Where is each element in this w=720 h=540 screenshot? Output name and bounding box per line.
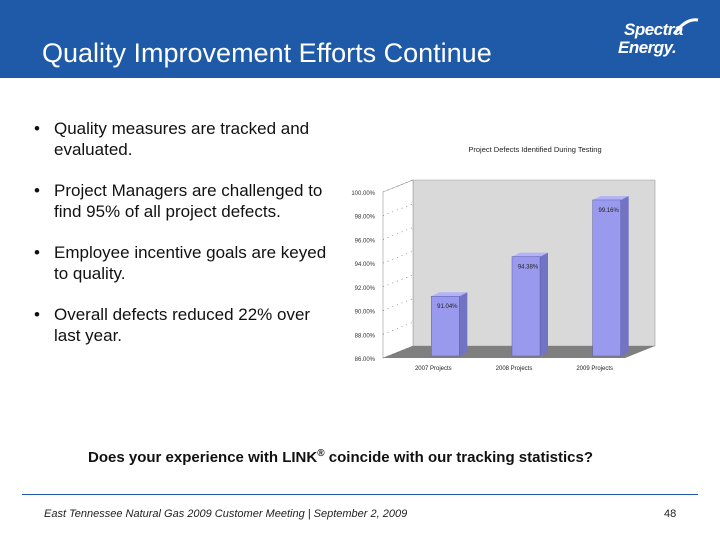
bullet-item: • Project Managers are challenged to find…: [34, 180, 334, 222]
bar-value-label: 91.04%: [437, 304, 458, 310]
x-category-label: 2007 Projects: [415, 366, 452, 372]
logo-text-line1: Spectra: [624, 20, 683, 39]
chart-title: Project Defects Identified During Testin…: [468, 145, 601, 154]
y-tick-label: 100.00%: [351, 191, 375, 197]
y-gridline: [382, 179, 414, 193]
y-gridline: [382, 250, 414, 264]
bullet-item: • Employee incentive goals are keyed to q…: [34, 242, 334, 284]
bullet-text: Project Managers are challenged to find …: [54, 181, 323, 221]
bullet-item: • Quality measures are tracked and evalua…: [34, 118, 334, 160]
y-tick-label: 92.00%: [355, 286, 376, 292]
defects-chart: Project Defects Identified During Testin…: [325, 140, 665, 380]
bar-value-label: 94.38%: [518, 265, 539, 271]
bullet-item: • Overall defects reduced 22% over last y…: [34, 304, 334, 346]
question-text-end: coincide with our tracking statistics?: [324, 449, 593, 466]
bar: [431, 295, 460, 357]
bar: [592, 199, 621, 357]
bullet-text: Employee incentive goals are keyed to qu…: [54, 243, 327, 283]
bar-top: [592, 195, 629, 200]
bullet-icon: •: [34, 305, 40, 324]
y-tick-label: 88.00%: [355, 333, 376, 339]
x-category-label: 2009 Projects: [576, 366, 613, 372]
bullet-icon: •: [34, 181, 40, 200]
bullet-icon: •: [34, 119, 40, 138]
bar-top: [512, 252, 548, 257]
bar-top: [431, 292, 468, 297]
spectra-energy-logo: Spectra Energy.: [612, 16, 702, 66]
y-gridline: [382, 274, 414, 288]
y-tick-label: 94.00%: [355, 262, 376, 268]
chart-side-wall: [382, 179, 414, 359]
footer-divider: [22, 494, 698, 495]
closing-question: Does your experience with LINK® coincide…: [88, 448, 593, 466]
page-number: 48: [664, 508, 677, 520]
bullet-text: Quality measures are tracked and evaluat…: [54, 119, 310, 159]
logo-swoosh-icon: [672, 18, 699, 35]
title-bar: Quality Improvement Efforts Continue Spe…: [0, 0, 720, 78]
y-tick-label: 98.00%: [355, 215, 376, 221]
bullet-text: Overall defects reduced 22% over last ye…: [54, 305, 311, 345]
y-gridline: [382, 298, 414, 311]
y-tick-label: 96.00%: [355, 238, 376, 244]
y-gridline: [382, 322, 414, 335]
bullet-list: • Quality measures are tracked and evalua…: [34, 118, 334, 366]
y-gridline: [382, 345, 414, 359]
footer-caption: East Tennessee Natural Gas 2009 Customer…: [44, 508, 408, 520]
bar-side: [459, 292, 468, 356]
x-category-label: 2008 Projects: [496, 366, 533, 372]
registered-mark: ®: [317, 448, 325, 459]
y-tick-label: 90.00%: [355, 310, 376, 316]
slide-title: Quality Improvement Efforts Continue: [42, 38, 492, 68]
chart-svg: Project Defects Identified During Testin…: [351, 145, 656, 372]
bar: [511, 256, 541, 357]
bullet-icon: •: [34, 243, 40, 262]
y-tick-label: 86.00%: [355, 357, 376, 363]
logo-text-line2: Energy.: [618, 38, 677, 57]
bar-value-label: 99.16%: [598, 208, 619, 214]
y-gridline: [382, 227, 414, 240]
y-gridline: [382, 203, 414, 216]
bar-side: [620, 195, 629, 356]
bar-side: [540, 252, 548, 356]
question-text-start: Does your experience with LINK: [88, 449, 318, 466]
